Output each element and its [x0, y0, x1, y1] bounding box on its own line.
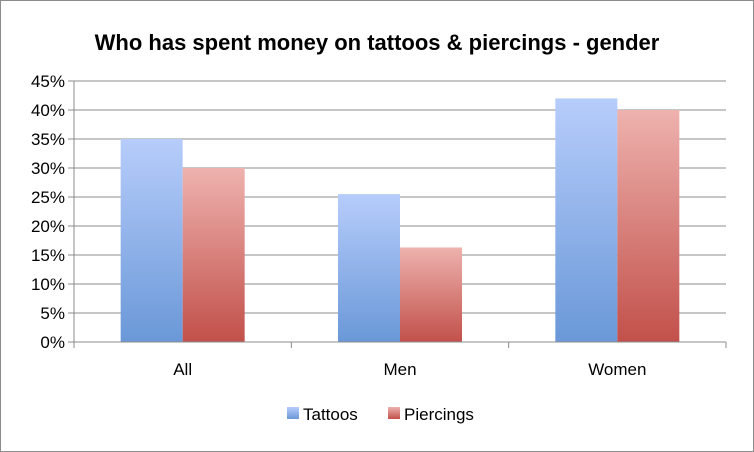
x-category-label: All	[173, 360, 192, 379]
bar-tattoos-all	[120, 139, 183, 342]
bar-piercings-all	[182, 168, 245, 342]
y-tick-label: 10%	[31, 275, 65, 294]
y-tick-label: 30%	[31, 159, 65, 178]
y-tick-label: 15%	[31, 246, 65, 265]
bar-tattoos-women	[555, 98, 618, 343]
legend-label-piercings: Piercings	[404, 405, 474, 424]
legend: Tattoos Piercings	[287, 405, 474, 424]
x-category-label: Men	[383, 360, 416, 379]
legend-label-tattoos: Tattoos	[303, 405, 358, 424]
bars	[120, 98, 680, 343]
y-tick-label: 5%	[40, 304, 65, 323]
y-tick-label: 40%	[31, 101, 65, 120]
y-tick-label: 35%	[31, 130, 65, 149]
legend-swatch-tattoos	[287, 407, 299, 419]
y-tick-label: 20%	[31, 217, 65, 236]
y-tick-label: 0%	[40, 333, 65, 352]
bar-tattoos-men	[338, 194, 400, 342]
bar-piercings-women	[617, 110, 680, 342]
y-tick-label: 45%	[31, 72, 65, 91]
chart-title: Who has spent money on tattoos & piercin…	[95, 30, 660, 55]
legend-swatch-piercings	[388, 407, 400, 419]
x-category-label: Women	[588, 360, 646, 379]
bar-piercings-men	[400, 247, 462, 342]
axes: All Men Women	[73, 81, 727, 379]
y-tick-label: 25%	[31, 188, 65, 207]
